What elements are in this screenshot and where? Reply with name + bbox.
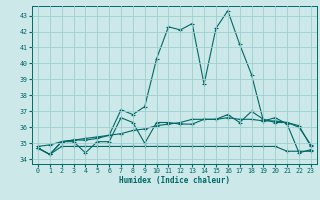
X-axis label: Humidex (Indice chaleur): Humidex (Indice chaleur) <box>119 176 230 185</box>
